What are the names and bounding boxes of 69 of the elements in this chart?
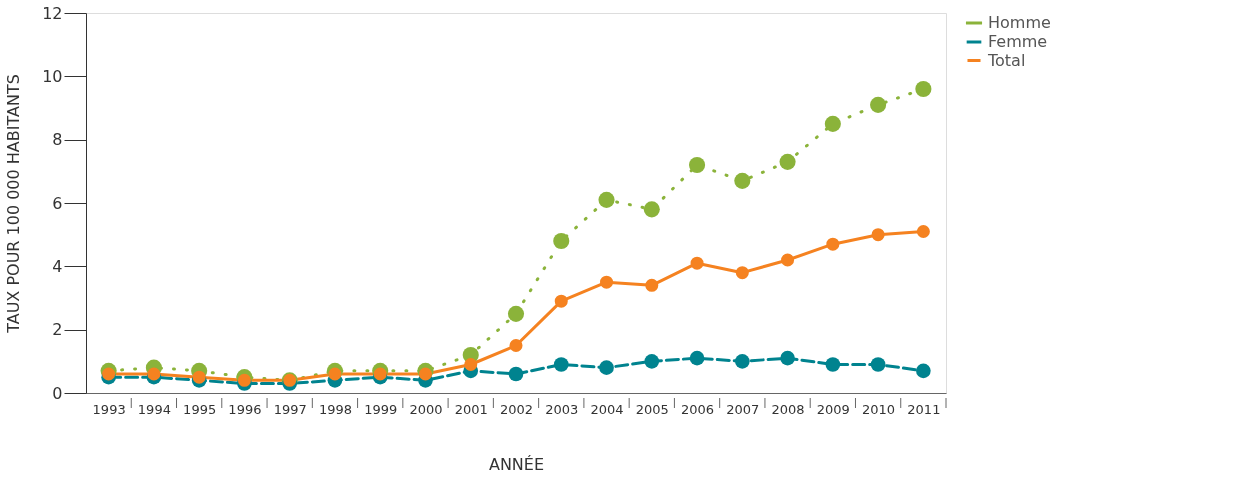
point xyxy=(237,373,251,387)
x-tick-label: 2000 xyxy=(409,401,443,417)
x-tick-label: 1999 xyxy=(364,401,398,417)
point xyxy=(690,256,704,270)
x-tick-label: 2002 xyxy=(499,401,534,417)
point xyxy=(643,201,660,218)
point xyxy=(826,237,840,251)
point xyxy=(915,80,932,98)
x-axis-title: ANNÉE xyxy=(488,454,545,474)
x-tick-label: 1995 xyxy=(183,401,217,417)
x-tick-label: 2010 xyxy=(862,401,896,417)
x-tick-label: 1993 xyxy=(92,401,126,417)
y-tick-label: 2 xyxy=(52,320,63,340)
point xyxy=(418,367,432,381)
point xyxy=(916,363,931,379)
y-tick-label: 12 xyxy=(42,3,63,23)
point xyxy=(600,275,614,289)
x-tick-label: 2005 xyxy=(635,401,669,417)
point xyxy=(825,357,841,372)
x-tick-label: 1997 xyxy=(273,401,307,417)
point xyxy=(824,115,841,132)
point xyxy=(734,354,750,369)
point xyxy=(645,278,659,292)
point xyxy=(328,367,342,381)
point xyxy=(373,367,387,381)
x-tick-label: 2007 xyxy=(726,401,760,417)
legend-label: Homme xyxy=(988,13,1051,32)
point xyxy=(871,228,885,242)
point xyxy=(916,224,930,239)
point xyxy=(554,294,568,308)
point xyxy=(779,153,796,170)
point xyxy=(689,350,705,366)
x-tick-label: 2006 xyxy=(681,401,715,417)
point xyxy=(735,266,749,280)
point xyxy=(598,191,615,208)
x-tick-label: 2003 xyxy=(545,401,579,417)
point xyxy=(509,338,523,353)
point xyxy=(780,350,795,366)
point xyxy=(553,357,569,372)
y-axis-title: TAUX POUR 100 000 HABITANTS xyxy=(4,74,24,334)
point xyxy=(688,156,706,174)
y-tick-label: 10 xyxy=(42,66,63,86)
x-tick-label: 1996 xyxy=(228,401,262,417)
point xyxy=(507,305,525,322)
point xyxy=(102,367,116,381)
legend-label: Total xyxy=(987,50,1026,70)
x-tick-label: 2008 xyxy=(771,401,805,417)
x-tick-label: 2004 xyxy=(590,401,624,417)
x-tick-label: 1994 xyxy=(137,401,171,417)
y-tick-label: 0 xyxy=(52,383,63,403)
point xyxy=(508,366,524,382)
point xyxy=(464,357,478,372)
legend-label: Femme xyxy=(988,32,1048,51)
x-tick-label: 2001 xyxy=(454,401,488,417)
point xyxy=(599,360,614,375)
point xyxy=(644,354,660,369)
point xyxy=(781,253,795,267)
point xyxy=(192,370,206,384)
point xyxy=(147,367,161,381)
point xyxy=(870,357,886,372)
y-tick-label: 8 xyxy=(52,130,63,150)
point xyxy=(870,96,887,113)
y-tick-label: 6 xyxy=(52,193,63,213)
x-tick-label: 2011 xyxy=(907,401,941,417)
x-tick-label: 2009 xyxy=(816,401,850,417)
y-tick-label: 4 xyxy=(52,256,63,276)
point xyxy=(553,232,570,250)
x-tick-label: 1998 xyxy=(318,401,352,417)
point xyxy=(734,172,751,189)
